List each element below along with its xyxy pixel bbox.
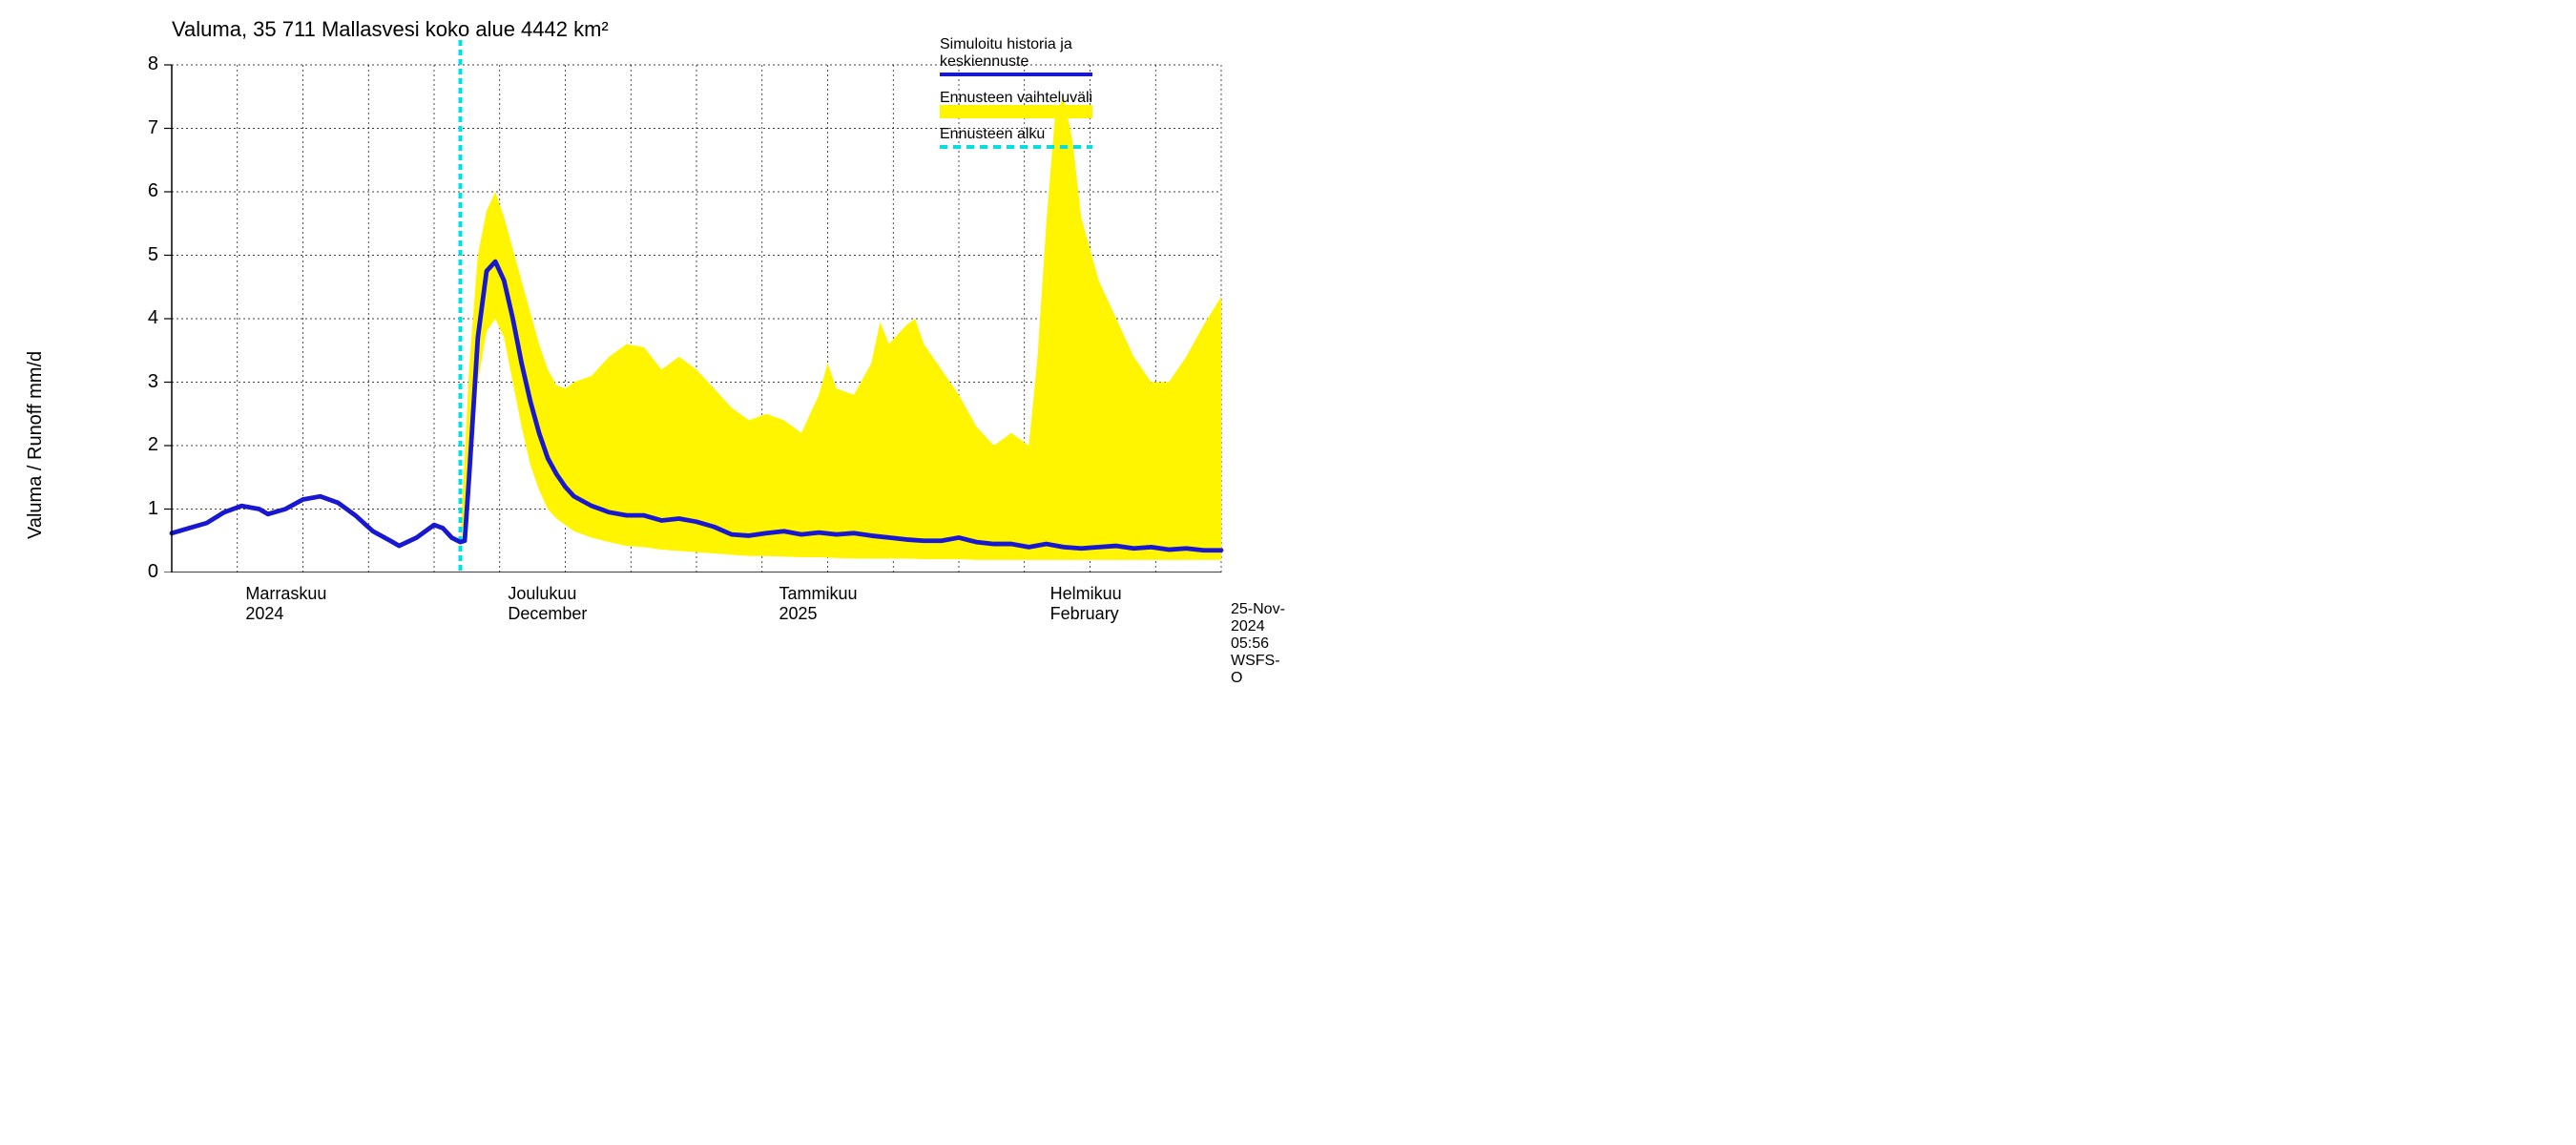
y-tick-label: 4: [130, 307, 158, 329]
y-tick-label: 6: [130, 180, 158, 202]
legend-label: Ennusteen alku: [940, 126, 1045, 143]
chart-container: Valuma, 35 711 Mallasvesi koko alue 4442…: [0, 0, 1288, 572]
legend-label: Ennusteen vaihteluväli: [940, 90, 1092, 107]
y-tick-label: 8: [130, 53, 158, 75]
legend-swatch-dashed: [940, 145, 1092, 149]
legend-label: Simuloitu historia ja keskiennuste: [940, 36, 1072, 70]
x-month-label: Joulukuu December: [508, 584, 587, 623]
y-tick-label: 7: [130, 117, 158, 139]
x-month-label: Helmikuu February: [1050, 584, 1122, 623]
chart-title: Valuma, 35 711 Mallasvesi koko alue 4442…: [172, 17, 609, 42]
legend-swatch-band: [940, 105, 1092, 118]
legend-swatch-line: [940, 73, 1092, 76]
x-month-label: Marraskuu 2024: [245, 584, 326, 623]
x-month-label: Tammikuu 2025: [779, 584, 858, 623]
y-axis-label: Valuma / Runoff mm/d: [25, 351, 47, 539]
y-tick-label: 3: [130, 371, 158, 393]
chart-svg: [0, 0, 1288, 572]
y-tick-label: 2: [130, 434, 158, 456]
y-tick-label: 5: [130, 244, 158, 266]
footer-timestamp: 25-Nov-2024 05:56 WSFS-O: [1231, 601, 1288, 687]
y-tick-label: 0: [130, 561, 158, 583]
y-tick-label: 1: [130, 498, 158, 520]
